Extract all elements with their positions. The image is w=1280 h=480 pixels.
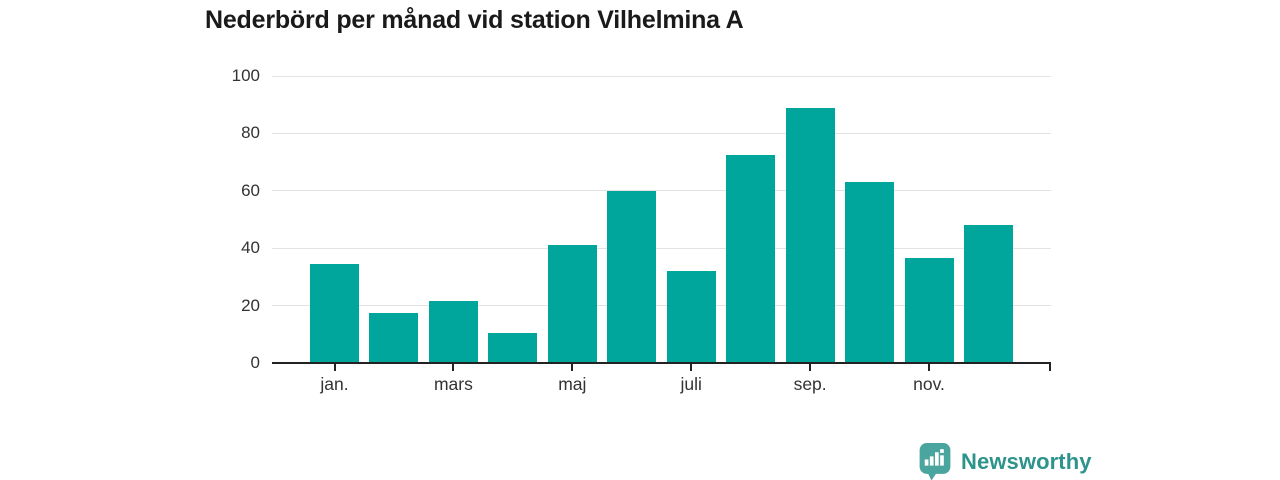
x-tick-label: nov. <box>913 374 945 394</box>
axis-end-tick <box>1049 363 1051 371</box>
y-tick-label: 80 <box>241 123 260 143</box>
bar <box>369 312 419 363</box>
bar-chart-exclamation-icon <box>919 443 951 480</box>
bar <box>607 190 657 363</box>
bar <box>726 154 776 363</box>
y-tick-label: 20 <box>241 295 260 315</box>
brand-name: Newsworthy <box>961 448 1092 474</box>
bar <box>785 107 835 363</box>
bar <box>488 332 538 363</box>
x-tick <box>928 363 931 371</box>
chart-title: Nederbörd per månad vid station Vilhelmi… <box>205 6 744 34</box>
x-tick <box>809 363 812 371</box>
x-tick <box>452 363 455 371</box>
x-tick <box>571 363 574 371</box>
y-gridline <box>272 190 1051 192</box>
bar <box>666 271 716 363</box>
x-tick-label: mars <box>433 374 473 394</box>
bar <box>310 264 359 363</box>
y-tick-label: 0 <box>250 353 260 372</box>
x-tick-label: juli <box>680 374 702 394</box>
bar-chart-plot-area: 0 20 40 60 80 100 jan. mars maj juli sep. nov. <box>232 66 1051 394</box>
y-gridline <box>272 247 1051 249</box>
bar <box>547 245 597 363</box>
x-tick-label: maj <box>558 374 587 394</box>
bar <box>428 301 478 363</box>
y-tick-label: 60 <box>241 180 260 200</box>
x-tick <box>333 363 336 371</box>
x-axis-line <box>272 362 1051 364</box>
bar <box>845 182 895 363</box>
bar <box>904 258 954 363</box>
y-gridline <box>272 132 1051 134</box>
newsworthy-logo: Newsworthy <box>918 442 1092 480</box>
y-gridline <box>272 305 1051 307</box>
y-tick-label: 40 <box>241 238 260 258</box>
x-tick-label: jan. <box>320 374 349 394</box>
x-tick-label: sep. <box>793 374 827 394</box>
bar <box>964 225 1013 363</box>
x-tick <box>690 363 693 371</box>
y-gridline <box>272 75 1051 77</box>
y-tick-label: 100 <box>231 66 260 85</box>
